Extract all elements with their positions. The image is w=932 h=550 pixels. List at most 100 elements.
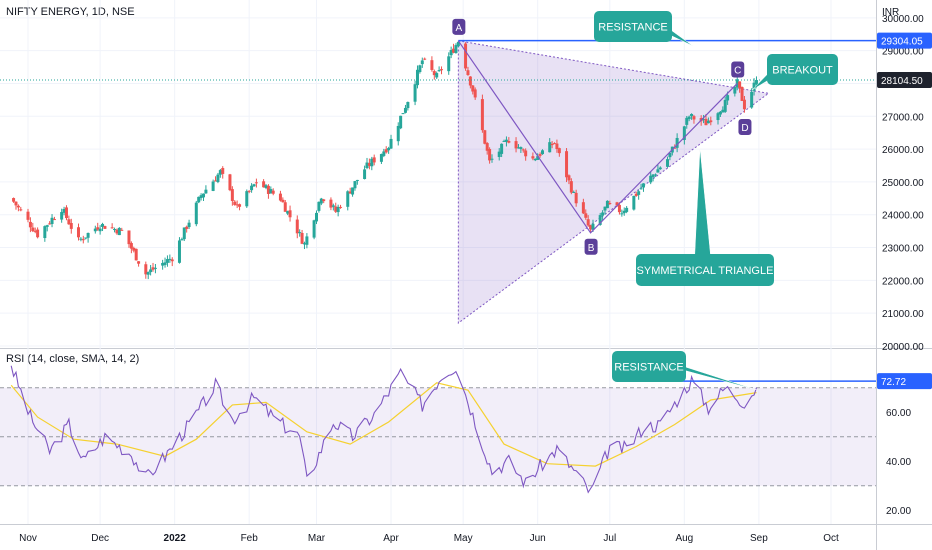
candle-body xyxy=(247,190,251,192)
candle-body xyxy=(52,219,56,221)
triangle-callout-box xyxy=(636,254,774,286)
candle-body xyxy=(589,225,593,230)
candle-body xyxy=(363,169,367,180)
candle-body xyxy=(399,115,403,129)
candle-body xyxy=(346,191,350,207)
candle-body xyxy=(396,125,400,142)
pattern-line xyxy=(457,40,738,234)
candle-body xyxy=(348,191,352,194)
price-tick-label: 29000.00 xyxy=(882,47,924,58)
last-price-tag-bg xyxy=(877,72,932,89)
candle-body xyxy=(312,220,316,238)
candle-body xyxy=(565,151,569,178)
drawings[interactable]: A B C D RESISTANCE BREAKOUT SYMMETRICAL TRIANG… xyxy=(0,11,876,391)
x-tick-label: Oct xyxy=(823,533,839,544)
candle-body xyxy=(129,243,133,249)
candle-body xyxy=(569,181,573,193)
candle-body xyxy=(514,141,518,149)
candle-body xyxy=(432,71,436,76)
candle-body xyxy=(86,232,90,238)
candle-body xyxy=(264,185,268,188)
rsi-tick-label: 20.00 xyxy=(886,506,911,517)
resistance-price-tag-bg xyxy=(877,32,932,49)
candle-body xyxy=(435,73,439,78)
candle-body xyxy=(177,240,181,263)
candle-body xyxy=(216,174,220,183)
candle-body xyxy=(754,80,758,85)
candle-body xyxy=(235,204,239,206)
price-tick-label: 25000.00 xyxy=(882,178,924,189)
candle-body xyxy=(355,179,359,181)
candle-body xyxy=(742,99,746,110)
candle-body xyxy=(197,196,201,203)
candle-body xyxy=(682,126,686,140)
candle-body xyxy=(622,210,626,214)
candle-body xyxy=(101,223,105,227)
x-tick-label: Jul xyxy=(603,533,616,544)
candle-body xyxy=(519,147,523,149)
chart-title: NIFTY ENERGY, 1D, NSE xyxy=(6,6,135,18)
point-marker-d xyxy=(738,119,752,136)
candle-body xyxy=(603,206,607,211)
candle-body xyxy=(531,156,535,159)
candle-body xyxy=(649,175,653,183)
candle-body xyxy=(384,149,388,153)
candle-body xyxy=(521,149,525,151)
candle-body xyxy=(584,213,588,218)
candle-body xyxy=(591,223,595,230)
x-tick-label: Nov xyxy=(19,533,37,544)
candle-body xyxy=(134,248,138,261)
candle-body xyxy=(538,154,542,156)
candle-body xyxy=(288,210,292,218)
candle-body xyxy=(14,201,18,206)
resistance-callout-text: RESISTANCE xyxy=(598,22,667,34)
triangle-callout-pointer xyxy=(693,147,713,271)
time-axis: Nov Dec 2022 Feb Mar Apr May Jun Jul Aug Sep Oct xyxy=(19,533,839,544)
point-marker-b xyxy=(584,238,598,255)
candle-body xyxy=(440,69,444,71)
candle-body xyxy=(336,206,340,213)
candle-body xyxy=(339,206,343,208)
rsi-background xyxy=(0,387,876,487)
candle-body xyxy=(637,191,641,195)
rsi-tick-label: 40.00 xyxy=(886,457,911,468)
candle-body xyxy=(218,170,222,175)
candle-body xyxy=(740,86,744,101)
candle-body xyxy=(187,222,191,228)
candle-body xyxy=(221,168,225,174)
candle-body xyxy=(302,243,306,245)
candle-body xyxy=(137,261,141,264)
candle-body xyxy=(194,202,198,225)
candle-body xyxy=(387,148,391,151)
candle-body xyxy=(351,187,355,195)
candle-body xyxy=(153,267,157,269)
candle-body xyxy=(269,189,273,194)
candle-body xyxy=(723,99,727,112)
candle-body xyxy=(103,226,107,229)
price-tick-label: 26000.00 xyxy=(882,145,924,156)
candle-body xyxy=(516,147,520,149)
point-label: C xyxy=(734,65,741,76)
price-tick-label: 24000.00 xyxy=(882,211,924,222)
candle-body xyxy=(33,230,37,232)
candle-body xyxy=(572,191,576,193)
candle-body xyxy=(485,143,489,151)
x-tick-label: Apr xyxy=(383,533,399,544)
candle-body xyxy=(685,117,689,125)
candle-body xyxy=(601,212,605,216)
candle-body xyxy=(716,113,720,121)
candle-body xyxy=(110,227,114,229)
candle-body xyxy=(120,229,124,231)
candle-body xyxy=(180,239,184,241)
candle-body xyxy=(709,120,713,123)
candle-body xyxy=(214,180,218,182)
rsi-level-tag-bg xyxy=(877,373,932,390)
x-tick-label: Sep xyxy=(750,533,768,544)
candle-body xyxy=(300,232,304,244)
candle-body xyxy=(567,175,571,181)
candle-body xyxy=(238,204,242,207)
candle-body xyxy=(497,151,501,157)
candle-body xyxy=(641,183,645,188)
candle-body xyxy=(704,118,708,126)
